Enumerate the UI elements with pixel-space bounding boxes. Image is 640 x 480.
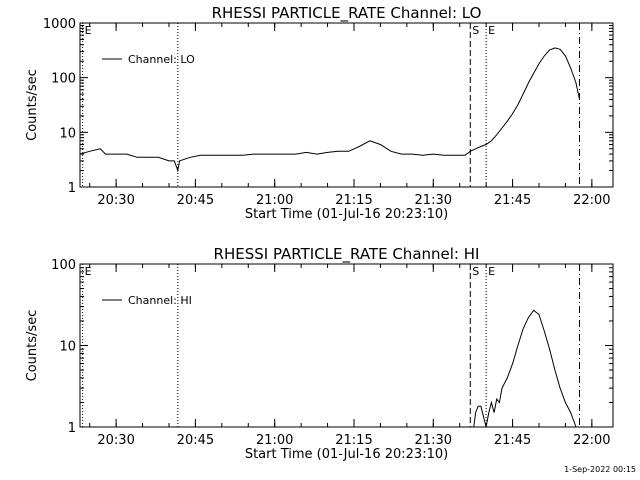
x-tick-label: 20:45 — [177, 193, 214, 208]
chart-panel-2: RHESSI PARTICLE_RATE Channel: HI Start Ti… — [25, 245, 614, 462]
plot-frame — [79, 263, 614, 428]
y-tick-label: 1000 — [43, 17, 76, 32]
event-marker-label: E — [488, 265, 495, 278]
x-tick-label: 20:45 — [177, 433, 214, 448]
chart-title: RHESSI PARTICLE_RATE Channel: LO — [212, 4, 482, 23]
data-series-line — [473, 309, 577, 428]
x-tick-label: 21:45 — [494, 433, 531, 448]
y-tick-label: 10 — [59, 340, 76, 355]
y-axis-label: Counts/sec — [25, 69, 40, 141]
x-tick-label: 22:00 — [573, 193, 610, 208]
y-axis-label: Counts/sec — [25, 310, 40, 382]
y-tick-label: 100 — [51, 72, 76, 87]
x-tick-label: 21:00 — [256, 433, 293, 448]
event-marker-label: E — [85, 24, 92, 37]
x-tick-label: 20:30 — [97, 433, 134, 448]
x-tick-label: 21:45 — [494, 193, 531, 208]
event-marker-label: S — [472, 24, 479, 37]
event-marker-label: E — [85, 265, 92, 278]
x-tick-label: 21:30 — [415, 433, 452, 448]
x-axis-label: Start Time (01-Jul-16 20:23:10) — [245, 447, 448, 462]
plot-frame — [79, 22, 614, 188]
event-marker-label: E — [488, 24, 495, 37]
chart-panel-1: RHESSI PARTICLE_RATE Channel: LO Start Ti… — [25, 4, 614, 222]
plot-timestamp: 1-Sep-2022 00:15 — [564, 465, 636, 474]
x-axis-label: Start Time (01-Jul-16 20:23:10) — [245, 207, 448, 222]
x-tick-label: 22:00 — [573, 433, 610, 448]
event-marker-label: S — [472, 265, 479, 278]
data-series-line — [79, 47, 580, 173]
x-tick-label: 20:30 — [97, 193, 134, 208]
y-tick-label: 10 — [59, 126, 76, 141]
x-tick-label: 21:15 — [335, 433, 372, 448]
x-tick-label: 21:00 — [256, 193, 293, 208]
chart-title: RHESSI PARTICLE_RATE Channel: HI — [214, 245, 480, 264]
x-tick-label: 21:15 — [335, 193, 372, 208]
legend-label: Channel: HI — [128, 294, 192, 307]
x-tick-label: 21:30 — [415, 193, 452, 208]
y-tick-label: 100 — [51, 258, 76, 273]
legend-label: Channel: LO — [128, 53, 195, 66]
y-tick-label: 1 — [68, 181, 76, 196]
y-tick-label: 1 — [68, 421, 76, 436]
